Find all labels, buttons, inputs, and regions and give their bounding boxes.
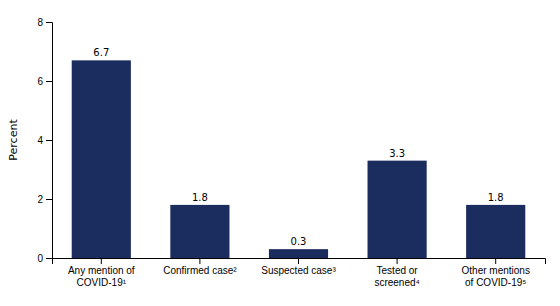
tick-label: Suspected case³	[261, 265, 336, 276]
bar	[170, 205, 229, 258]
bar	[368, 161, 427, 258]
tick-mark	[397, 258, 398, 264]
tick: Confirmed case²	[163, 258, 237, 276]
x-axis: Any mention ofCOVID-19¹ Confirmed case² Su…	[53, 258, 546, 288]
tick-label-line: Any mention of	[68, 265, 135, 276]
tick-label: 6	[37, 76, 43, 87]
tick-label-line: Confirmed case²	[163, 265, 237, 276]
chart: 0 2 4 6 8 Any mention ofCOVID-19¹ Confirmed ca…	[0, 0, 560, 306]
tick-label: Other mentionsof COVID-19⁵	[462, 265, 530, 288]
data-label: 3.3	[389, 148, 405, 159]
tick-label-line: of COVID-19⁵	[465, 277, 526, 288]
tick-label: Any mention ofCOVID-19¹	[68, 265, 135, 288]
data-label: 0.3	[291, 236, 307, 247]
axis-line	[53, 259, 546, 265]
bar	[72, 60, 131, 258]
tick: 4	[37, 135, 52, 146]
tick: 0	[37, 253, 52, 264]
data-label: 1.8	[192, 192, 208, 203]
tick-label: 2	[37, 194, 43, 205]
tick-mark	[46, 140, 52, 141]
tick-mark	[46, 22, 52, 23]
tick-label: Confirmed case²	[163, 265, 237, 276]
tick-mark	[46, 199, 52, 200]
tick: 6	[37, 76, 52, 87]
data-label: 1.8	[488, 192, 504, 203]
tick-label-line: screened⁴	[374, 277, 419, 288]
bar	[466, 205, 525, 258]
tick: Other mentionsof COVID-19⁵	[462, 258, 530, 288]
bars	[72, 60, 526, 258]
tick: 2	[37, 194, 52, 205]
axis-title: Percent	[7, 119, 20, 161]
tick-label: Tested orscreened⁴	[374, 265, 419, 288]
data-label: 6.7	[93, 47, 109, 58]
tick-mark	[495, 258, 496, 264]
tick-label-line: Other mentions	[462, 265, 530, 276]
data-labels: 6.7 1.8 0.3 3.3 1.8	[93, 47, 503, 247]
tick-mark	[46, 258, 52, 259]
bar	[269, 249, 328, 258]
tick-mark	[101, 258, 102, 264]
tick-label: 4	[37, 135, 43, 146]
tick-label-line: COVID-19¹	[77, 277, 127, 288]
tick-label: 0	[37, 253, 43, 264]
tick-label-line: Tested or	[377, 265, 419, 276]
tick-mark	[298, 258, 299, 264]
tick-mark	[199, 258, 200, 264]
tick: Any mention ofCOVID-19¹	[68, 258, 135, 288]
y-axis: 0 2 4 6 8	[37, 17, 52, 264]
tick-mark	[46, 81, 52, 82]
axis-line	[46, 23, 53, 259]
tick-label-line: Suspected case³	[261, 265, 336, 276]
tick: Tested orscreened⁴	[374, 258, 419, 288]
tick-label: 8	[37, 17, 43, 28]
plot: 0 2 4 6 8 Any mention ofCOVID-19¹ Confirmed ca…	[37, 17, 545, 288]
tick: 8	[37, 17, 52, 28]
tick: Suspected case³	[261, 258, 336, 276]
